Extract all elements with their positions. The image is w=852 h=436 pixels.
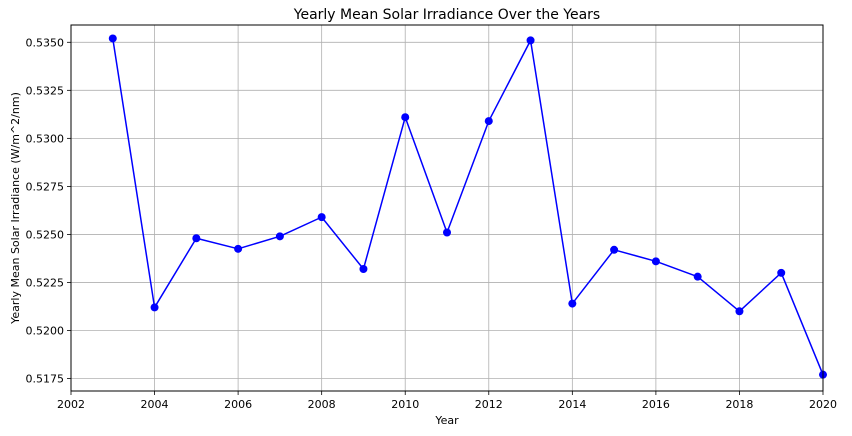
y-tick-label: 0.5175 bbox=[26, 373, 65, 386]
data-point bbox=[317, 213, 326, 222]
data-point bbox=[610, 245, 619, 254]
data-point bbox=[108, 34, 117, 43]
y-tick-label: 0.5225 bbox=[26, 276, 65, 289]
plot-frame bbox=[70, 24, 824, 392]
y-axis-label: Yearly Mean Solar Irradiance (W/m^2/nm) bbox=[9, 92, 22, 325]
data-point bbox=[484, 117, 493, 126]
x-tick-label: 2014 bbox=[558, 398, 586, 411]
data-point bbox=[359, 265, 368, 273]
series-layer bbox=[108, 34, 827, 379]
x-tick-label: 2016 bbox=[642, 398, 670, 411]
y-tick-label: 0.5350 bbox=[26, 36, 65, 49]
data-point bbox=[150, 303, 159, 312]
x-tick-label: 2006 bbox=[224, 398, 252, 411]
data-point bbox=[777, 268, 786, 277]
y-tick-label: 0.5250 bbox=[26, 228, 65, 241]
x-tick-label: 2018 bbox=[725, 398, 753, 411]
data-point bbox=[192, 234, 201, 243]
x-tick-label: 2020 bbox=[809, 398, 837, 411]
data-point bbox=[568, 299, 577, 308]
data-point bbox=[401, 113, 410, 122]
x-tick-label: 2012 bbox=[475, 398, 503, 411]
data-point bbox=[735, 307, 744, 316]
data-point bbox=[526, 36, 535, 45]
y-tick-label: 0.5300 bbox=[26, 132, 65, 145]
y-tick-label: 0.5200 bbox=[26, 324, 65, 337]
x-tick-label: 2004 bbox=[141, 398, 169, 411]
x-tick-label: 2008 bbox=[308, 398, 336, 411]
data-point bbox=[443, 228, 451, 237]
series-line bbox=[112, 38, 824, 375]
x-tick-label: 2010 bbox=[391, 398, 419, 411]
y-tick-label: 0.5325 bbox=[26, 84, 65, 97]
data-point bbox=[234, 244, 243, 253]
data-point bbox=[275, 232, 284, 241]
x-axis-label: Year bbox=[434, 414, 459, 427]
chart-title: Yearly Mean Solar Irradiance Over the Ye… bbox=[293, 7, 600, 23]
y-tick-label: 0.5275 bbox=[26, 180, 65, 193]
grid bbox=[70, 25, 824, 391]
axes: 2002 2004 2006 2008 2010 2012 2014 2016 2018 2020… bbox=[26, 36, 838, 411]
data-point bbox=[693, 272, 702, 281]
data-point bbox=[651, 257, 660, 266]
x-tick-label: 2002 bbox=[57, 398, 85, 411]
